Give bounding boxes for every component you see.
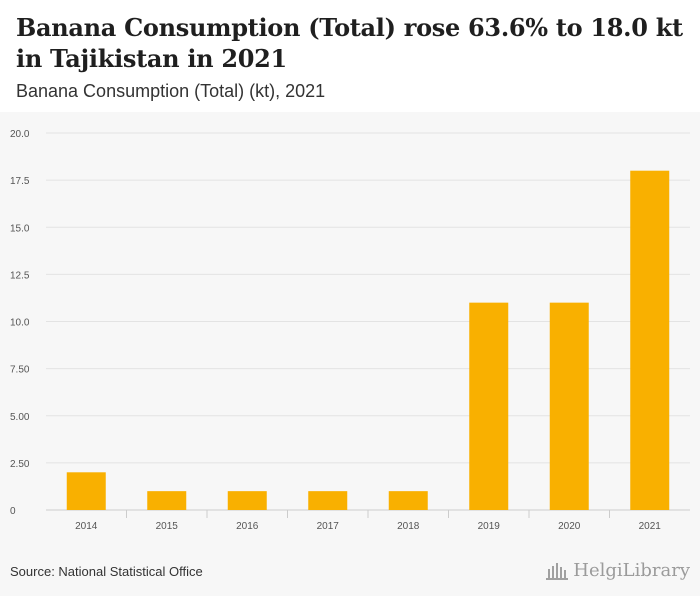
bar-2016[interactable] bbox=[227, 491, 267, 510]
library-icon bbox=[546, 562, 569, 580]
y-tick-label: 5.00 bbox=[10, 412, 30, 423]
bar-2015[interactable] bbox=[147, 491, 187, 510]
x-tick-label: 2015 bbox=[156, 521, 179, 532]
footer bbox=[0, 542, 700, 596]
y-tick-label: 20.0 bbox=[10, 129, 30, 140]
bar-2020[interactable] bbox=[549, 302, 589, 510]
bar-2014[interactable] bbox=[66, 472, 106, 510]
x-tick-label: 2014 bbox=[75, 521, 98, 532]
brand-name: HelgiLibrary bbox=[573, 560, 690, 581]
y-tick-label: 17.5 bbox=[10, 176, 30, 187]
y-tick-label: 7.50 bbox=[10, 365, 30, 376]
y-axis-ticks: 0 2.50 5.00 7.50 10.0 12.5 15.0 17.5 20.0 bbox=[10, 129, 30, 517]
x-tick-label: 2018 bbox=[397, 521, 420, 532]
chart-title: Banana Consumption (Total) rose 63.6% to… bbox=[16, 13, 683, 73]
x-tick-label: 2016 bbox=[236, 521, 259, 532]
source-note: Source: National Statistical Office bbox=[10, 564, 203, 579]
header: Banana Consumption (Total) rose 63.6% to… bbox=[0, 0, 700, 112]
bar-2018[interactable] bbox=[388, 491, 428, 510]
bar-2017[interactable] bbox=[308, 491, 348, 510]
bar-2021[interactable] bbox=[630, 170, 670, 510]
x-tick-label: 2019 bbox=[478, 521, 501, 532]
y-tick-label: 0 bbox=[10, 506, 16, 517]
bar-2019[interactable] bbox=[469, 302, 509, 510]
bars bbox=[66, 170, 670, 510]
x-axis-ticks: 2014 2015 2016 2017 2018 2019 2020 2021 bbox=[75, 510, 661, 532]
gridlines bbox=[46, 132, 690, 511]
x-tick-label: 2017 bbox=[317, 521, 340, 532]
y-tick-label: 15.0 bbox=[10, 223, 30, 234]
brand-logo[interactable]: HelgiLibrary bbox=[545, 560, 690, 581]
y-tick-label: 12.5 bbox=[10, 270, 30, 281]
chart-subtitle: Banana Consumption (Total) (kt), 2021 bbox=[16, 81, 326, 101]
x-tick-label: 2021 bbox=[639, 521, 662, 532]
y-tick-label: 10.0 bbox=[10, 318, 30, 329]
x-tick-label: 2020 bbox=[558, 521, 581, 532]
y-tick-label: 2.50 bbox=[10, 459, 30, 470]
